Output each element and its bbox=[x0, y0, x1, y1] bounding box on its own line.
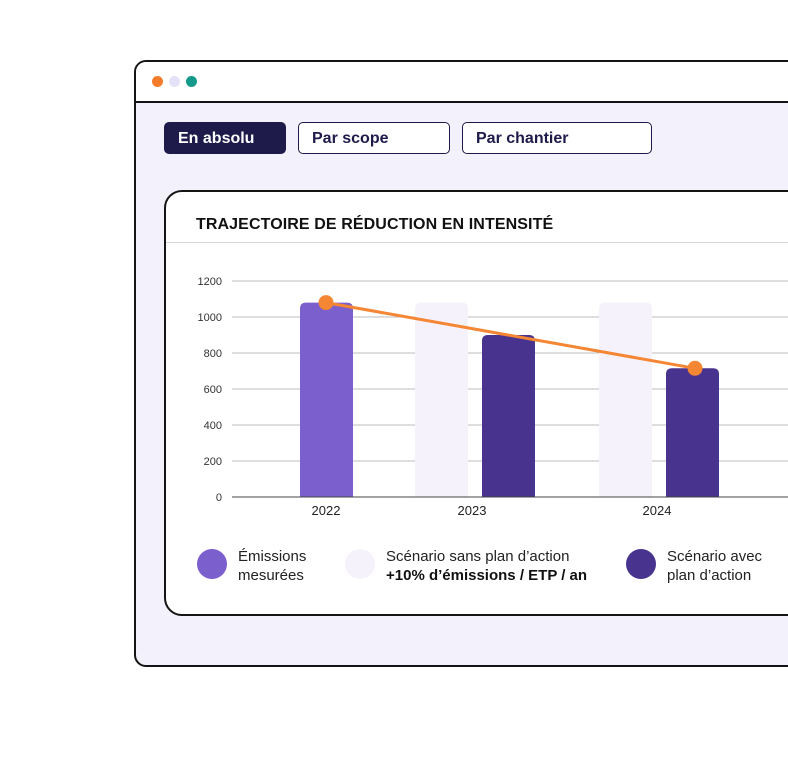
legend-item-no-action: Scénario sans plan d’action +10% d’émiss… bbox=[386, 547, 587, 585]
bar-no-action bbox=[415, 302, 468, 497]
x-tick-label: 2022 bbox=[312, 503, 341, 518]
legend-label-line1: Émissions bbox=[238, 548, 307, 565]
window-dot-orange[interactable] bbox=[152, 76, 163, 87]
tab-en-absolu[interactable]: En absolu bbox=[164, 122, 286, 154]
y-tick-label: 800 bbox=[204, 348, 222, 360]
trend-point bbox=[318, 295, 334, 311]
window-dot-teal[interactable] bbox=[186, 76, 197, 87]
chart-card: TRAJECTOIRE DE RÉDUCTION EN INTENSITÉ 0 2… bbox=[164, 190, 788, 616]
trend-line-group bbox=[318, 295, 703, 376]
y-tick-label: 0 bbox=[216, 492, 222, 504]
window-titlebar bbox=[136, 62, 788, 103]
y-tick-label: 1000 bbox=[198, 312, 222, 324]
bar-with-action bbox=[482, 335, 535, 497]
chart-bars bbox=[232, 302, 788, 498]
y-tick-label: 200 bbox=[204, 456, 222, 468]
chart-title: TRAJECTOIRE DE RÉDUCTION EN INTENSITÉ bbox=[196, 216, 554, 233]
app-window: En absolu Par scope Par chantier TRAJECT… bbox=[134, 60, 788, 667]
x-tick-label: 2024 bbox=[643, 503, 672, 518]
tab-par-chantier[interactable]: Par chantier bbox=[462, 122, 652, 154]
bar-with-action bbox=[666, 368, 719, 497]
legend-swatch-no-action bbox=[345, 549, 375, 579]
y-tick-label: 400 bbox=[204, 420, 222, 432]
legend-label-line1: Scénario sans plan d’action bbox=[386, 548, 570, 565]
legend-swatch-measured bbox=[197, 549, 227, 579]
bar-chart: 0 200 400 600 800 1000 1200 2022 2023 2024 bbox=[198, 276, 788, 518]
tab-par-scope[interactable]: Par scope bbox=[298, 122, 450, 154]
card-divider bbox=[166, 242, 788, 243]
legend-item-with-action: Scénario avec plan d’action bbox=[667, 547, 762, 585]
y-tick-label: 1200 bbox=[198, 276, 222, 288]
legend-label-line2: +10% d’émissions / ETP / an bbox=[386, 566, 587, 585]
bar-no-action bbox=[599, 302, 652, 497]
x-axis-ticks: 2022 2023 2024 bbox=[312, 503, 672, 518]
x-tick-label: 2023 bbox=[458, 503, 487, 518]
legend-label-line1: Scénario avec bbox=[667, 548, 763, 565]
trend-point bbox=[687, 360, 703, 376]
trend-line bbox=[325, 301, 696, 370]
bar-measured bbox=[300, 302, 353, 497]
legend-label-bold: +10% d’émissions / ETP / an bbox=[386, 567, 588, 584]
legend-swatch-with-action bbox=[626, 549, 656, 579]
legend-label-line2: mesurées bbox=[238, 567, 304, 584]
window-dot-lavender[interactable] bbox=[169, 76, 180, 87]
y-axis-ticks: 0 200 400 600 800 1000 1200 bbox=[198, 276, 222, 504]
y-tick-label: 600 bbox=[204, 384, 222, 396]
legend-label-line2: plan d’action bbox=[667, 567, 752, 584]
legend-item-measured: Émissions mesurées bbox=[238, 547, 306, 585]
